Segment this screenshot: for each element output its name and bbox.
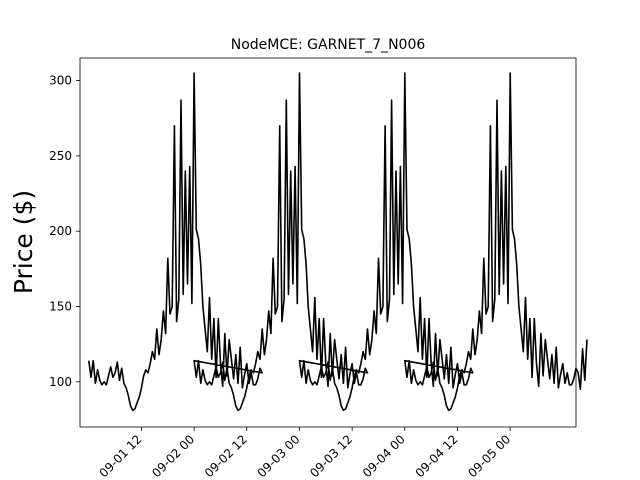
chart-title: NodeMCE: GARNET_7_N006: [231, 37, 426, 53]
y-tick-label: 100: [49, 375, 72, 389]
y-tick-label: 150: [49, 300, 72, 314]
y-tick-label: 200: [49, 224, 72, 238]
series-line-0: [88, 72, 588, 412]
y-axis: 100 150 200 250 300: [49, 74, 80, 389]
y-axis-label: Price ($): [9, 190, 38, 294]
series-layer: [88, 72, 588, 412]
y-tick-label: 250: [49, 149, 72, 163]
plot-frame: [79, 57, 577, 428]
y-tick-label: 300: [49, 74, 72, 88]
